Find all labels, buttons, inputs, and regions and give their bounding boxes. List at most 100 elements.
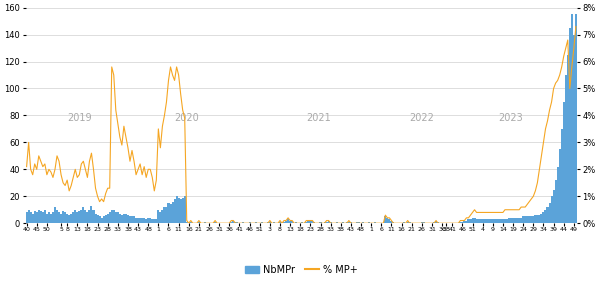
Bar [254,222,257,223]
Bar [72,212,74,223]
Bar [307,221,310,223]
Bar [62,211,64,223]
Bar [248,222,251,223]
Bar [267,222,269,223]
Bar [524,216,526,223]
Bar [466,221,467,223]
Bar [535,215,536,223]
Bar [548,203,551,223]
Bar [575,15,577,223]
Bar [368,222,370,223]
Bar [504,219,506,223]
Bar [160,212,161,223]
Bar [64,212,66,223]
Bar [121,215,123,223]
Bar [56,210,58,223]
Bar [178,198,179,223]
Bar [350,222,352,223]
Bar [119,214,121,223]
Bar [70,214,72,223]
Bar [38,210,40,223]
Bar [563,102,565,223]
Bar [285,221,287,223]
Bar [478,219,479,223]
Bar [528,216,530,223]
Bar [117,212,119,223]
Bar [328,221,329,223]
Bar [311,221,313,223]
Bar [80,210,82,223]
Bar [98,216,101,223]
Bar [91,206,92,223]
Bar [68,215,70,223]
Bar [553,190,554,223]
Bar [232,221,235,223]
Bar [147,218,149,223]
Bar [28,210,29,223]
Bar [52,212,54,223]
Bar [151,219,153,223]
Bar [472,218,473,223]
Bar [476,219,478,223]
Bar [86,212,88,223]
Bar [423,222,425,223]
Bar [111,210,113,223]
Bar [235,222,236,223]
Bar [125,214,127,223]
Bar [518,218,520,223]
Bar [484,219,485,223]
Bar [542,212,544,223]
Bar [388,219,391,223]
Bar [97,215,98,223]
Bar [403,222,404,223]
Bar [554,180,557,223]
Bar [167,203,170,223]
Bar [479,219,482,223]
Bar [242,222,244,223]
Bar [230,222,232,223]
Bar [541,214,542,223]
Bar [32,214,34,223]
Bar [236,222,238,223]
Bar [342,222,344,223]
Bar [460,222,461,223]
Bar [179,199,182,223]
Bar [496,219,498,223]
Bar [461,222,463,223]
Bar [569,28,571,223]
Bar [409,222,411,223]
Bar [514,218,516,223]
Bar [522,216,524,223]
Bar [36,212,38,223]
Bar [44,210,46,223]
Bar [469,219,472,223]
Bar [573,35,575,223]
Bar [538,215,541,223]
Bar [186,222,188,223]
Bar [60,214,62,223]
Bar [103,216,104,223]
Bar [536,215,538,223]
Bar [261,222,263,223]
Bar [567,55,569,223]
Bar [92,210,95,223]
Bar [289,221,291,223]
Bar [305,222,307,223]
Bar [153,219,155,223]
Bar [190,222,192,223]
Bar [407,222,409,223]
Bar [182,198,184,223]
Bar [170,204,172,223]
Bar [273,222,275,223]
Bar [42,212,44,223]
Bar [301,222,303,223]
Bar [74,210,76,223]
Bar [50,214,52,223]
Bar [329,222,332,223]
Bar [176,196,178,223]
Bar [433,222,435,223]
Bar [437,222,439,223]
Bar [510,218,512,223]
Bar [386,218,388,223]
Bar [104,215,107,223]
